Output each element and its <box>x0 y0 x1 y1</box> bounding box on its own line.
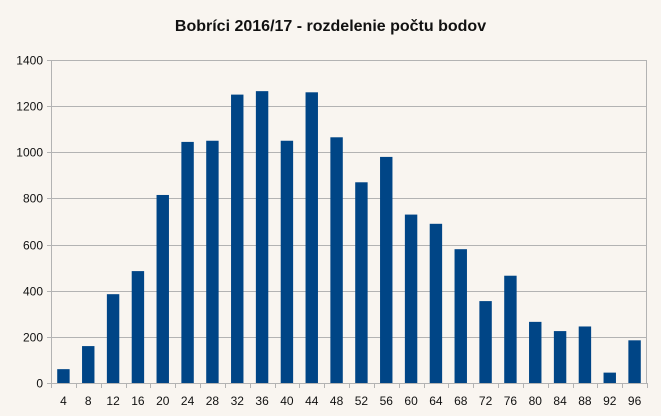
bar <box>529 321 542 383</box>
x-tick-label: 48 <box>330 394 344 408</box>
bar <box>181 141 194 383</box>
bar <box>57 369 70 383</box>
bar <box>280 140 294 383</box>
bar <box>429 223 443 383</box>
bar <box>355 182 368 383</box>
x-tick-label: 68 <box>454 394 468 408</box>
x-tick-label: 20 <box>156 394 170 408</box>
bar <box>131 271 145 383</box>
bar <box>553 331 567 383</box>
bar <box>504 275 517 383</box>
bar <box>404 214 418 383</box>
bar <box>305 92 318 384</box>
x-tick-label: 36 <box>255 394 269 408</box>
bar <box>479 301 492 383</box>
y-tick-label: 0 <box>36 377 43 391</box>
y-tick-label: 1200 <box>16 100 43 114</box>
x-tick-label: 92 <box>603 394 617 408</box>
y-tick-label: 1400 <box>16 54 43 68</box>
y-tick-label: 200 <box>23 331 43 345</box>
x-tick-label: 44 <box>305 394 319 408</box>
bar <box>330 137 343 383</box>
x-tick-label: 16 <box>131 394 145 408</box>
x-tick-label: 28 <box>206 394 220 408</box>
y-tick-label: 400 <box>23 285 43 299</box>
x-tick-label: 76 <box>504 394 518 408</box>
y-tick-label: 800 <box>23 192 43 206</box>
x-tick-label: 72 <box>479 394 493 408</box>
bar <box>454 249 467 383</box>
x-tick-label: 24 <box>181 394 195 408</box>
bar <box>231 94 244 383</box>
x-tick-label: 96 <box>628 394 642 408</box>
bar <box>603 372 616 383</box>
x-tick-label: 88 <box>578 394 592 408</box>
y-tick-label: 600 <box>23 239 43 253</box>
chart-title: Bobríci 2016/17 - rozdelenie počtu bodov <box>174 18 487 35</box>
x-tick-label: 40 <box>280 394 294 408</box>
bar <box>255 91 269 384</box>
x-tick-label: 32 <box>231 394 245 408</box>
bar <box>82 346 95 383</box>
x-tick-label: 52 <box>355 394 369 408</box>
x-tick-label: 64 <box>429 394 443 408</box>
x-tick-label: 4 <box>60 394 67 408</box>
x-tick-label: 12 <box>106 394 120 408</box>
bar <box>156 194 169 383</box>
bar <box>106 294 120 383</box>
bar <box>380 156 393 383</box>
x-tick-label: 84 <box>553 394 567 408</box>
x-tick-label: 56 <box>380 394 394 408</box>
x-tick-label: 60 <box>404 394 418 408</box>
x-tick-label: 8 <box>85 394 92 408</box>
bar <box>206 140 219 383</box>
bar <box>578 326 592 383</box>
y-tick-label: 1000 <box>16 146 43 160</box>
bar <box>628 340 641 383</box>
x-tick-label: 80 <box>529 394 543 408</box>
